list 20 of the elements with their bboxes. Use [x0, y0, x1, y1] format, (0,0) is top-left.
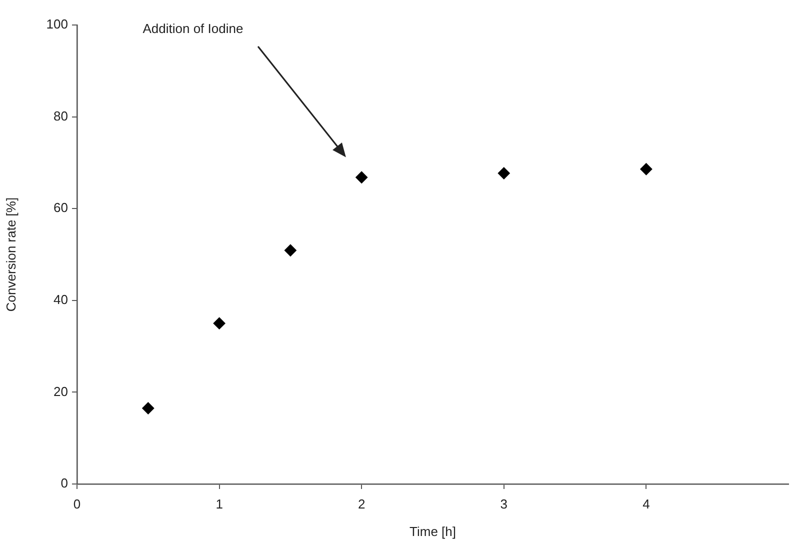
- point: [640, 163, 652, 176]
- y-tick-label: 80: [54, 108, 68, 124]
- x-tick-label: 3: [500, 496, 508, 512]
- y-tick-label: 40: [54, 292, 68, 307]
- point: [142, 402, 154, 414]
- point: [213, 317, 226, 330]
- point: [498, 167, 510, 180]
- y-tick-label: 100: [46, 16, 68, 32]
- x-tick-label: 0: [73, 496, 81, 512]
- y-tick-label: 20: [54, 384, 68, 399]
- y-tick-label: 60: [54, 200, 68, 216]
- x-tick-label: 4: [642, 496, 650, 512]
- y-tick-label: 0: [60, 476, 68, 491]
- annotation: Addition of Iodine: [142, 21, 244, 36]
- x-axis-title: Time [h]: [410, 524, 456, 539]
- y-axis-title: Conversion rate [%]: [3, 197, 18, 312]
- x-tick-label: 1: [216, 496, 223, 512]
- point: [356, 171, 368, 184]
- point: [284, 244, 296, 256]
- x-tick-label: 2: [358, 496, 366, 512]
